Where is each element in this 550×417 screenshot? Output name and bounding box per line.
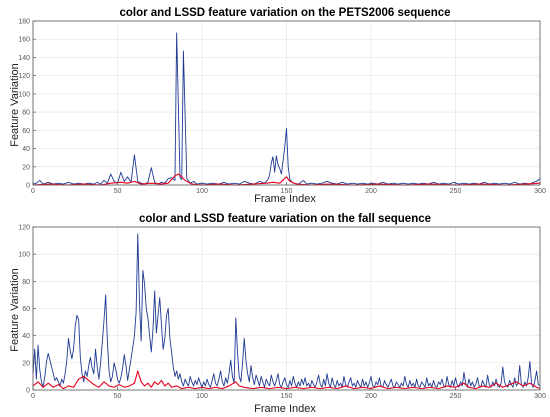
x-tick-label: 200 — [365, 188, 377, 195]
y-tick-label: 60 — [22, 128, 30, 135]
x-tick-label: 200 — [365, 393, 377, 400]
y-tick-label: 160 — [18, 37, 30, 44]
y-tick-label: 0 — [26, 388, 30, 395]
x-axis-label: Frame Index — [254, 403, 316, 415]
x-tick-label: 0 — [31, 188, 35, 195]
x-tick-label: 50 — [114, 188, 122, 195]
y-tick-label: 100 — [18, 91, 30, 98]
x-tick-label: 300 — [534, 393, 546, 400]
series-line-red — [32, 370, 541, 390]
y-tick-label: 120 — [18, 73, 30, 80]
y-tick-label: 60 — [22, 306, 30, 313]
y-axis-label: Feature Variation — [9, 63, 21, 147]
y-tick-label: 100 — [18, 252, 30, 259]
y-tick-label: 80 — [22, 279, 30, 286]
x-tick-label: 150 — [281, 393, 293, 400]
y-tick-label: 0 — [26, 183, 30, 190]
x-tick-label: 250 — [450, 188, 462, 195]
series-line-blue — [32, 233, 541, 388]
chart-title: color and LSSD feature variation on the … — [119, 7, 450, 19]
x-tick-label: 0 — [31, 393, 35, 400]
series-line-blue — [32, 32, 541, 185]
x-axis-label: Frame Index — [254, 193, 316, 205]
x-tick-label: 100 — [196, 188, 208, 195]
chart-pets2006: color and LSSD feature variation on the … — [9, 7, 546, 205]
x-tick-label: 100 — [196, 393, 208, 400]
x-tick-label: 300 — [534, 188, 546, 195]
x-tick-label: 50 — [114, 393, 122, 400]
chart-title: color and LSSD feature variation on the … — [139, 213, 431, 225]
y-tick-label: 180 — [18, 19, 30, 26]
x-tick-label: 150 — [281, 188, 293, 195]
y-tick-label: 120 — [18, 225, 30, 232]
y-tick-label: 20 — [22, 164, 30, 171]
y-tick-label: 20 — [22, 360, 30, 367]
y-tick-label: 40 — [22, 333, 30, 340]
y-tick-label: 40 — [22, 146, 30, 153]
chart-fall: color and LSSD feature variation on the … — [9, 213, 546, 415]
y-tick-label: 80 — [22, 110, 30, 117]
y-tick-label: 140 — [18, 55, 30, 62]
x-tick-label: 250 — [450, 393, 462, 400]
y-axis-label: Feature Variation — [9, 268, 21, 352]
